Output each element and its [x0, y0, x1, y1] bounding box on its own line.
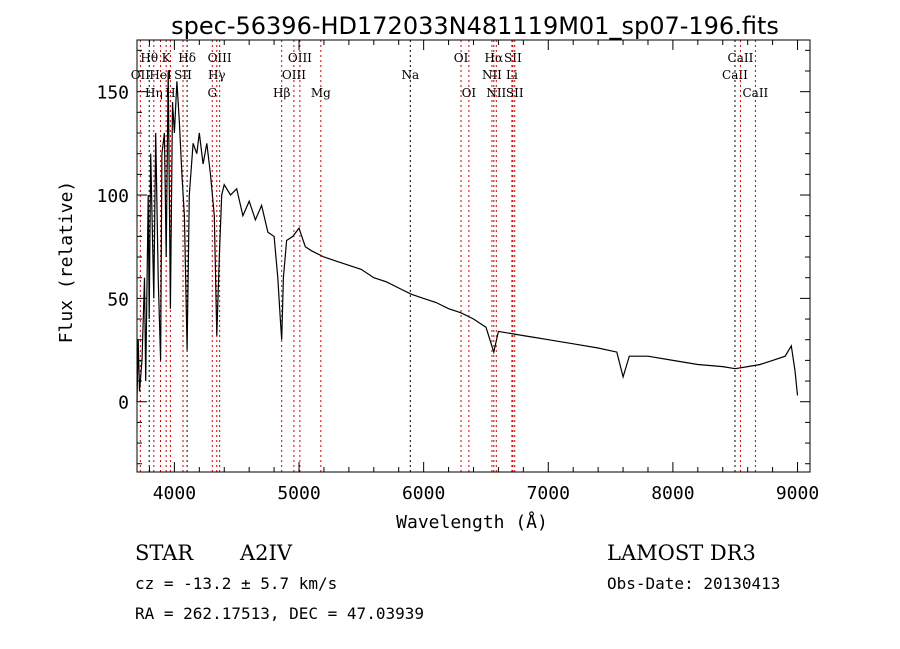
spectral-line-label: Hγ: [208, 68, 226, 82]
chart-title: spec-56396-HD172033N481119M01_sp07-196.f…: [171, 12, 779, 40]
obs-date: Obs-Date: 20130413: [607, 574, 780, 593]
spectral-line-label: NII: [486, 86, 506, 100]
spectral-line-label: Hη: [145, 86, 163, 100]
spectral-line-label: SII: [504, 51, 522, 65]
y-tick-label: 0: [118, 393, 129, 414]
spectral-line-label: K: [162, 51, 172, 65]
spectral-line-label: NII: [482, 68, 502, 82]
axis-ticks: 4000 5000 6000 7000 8000 9000 0 50 100 150: [96, 40, 819, 504]
spectral-line-label: OIII: [282, 68, 306, 82]
y-tick-label: 50: [107, 289, 129, 310]
y-tick-label: 150: [96, 83, 129, 104]
plot-frame: [136, 39, 811, 473]
spectral-line-label: OI: [462, 86, 477, 100]
spectral-line-label: OII: [131, 68, 151, 82]
spectral-line-label: SII: [174, 68, 192, 82]
redshift-cz: cz = -13.2 ± 5.7 km/s: [135, 574, 337, 593]
y-tick-label: 100: [96, 186, 129, 207]
x-tick-label: 8000: [651, 483, 694, 504]
spectral-line-label: Li: [506, 68, 518, 82]
x-tick-label: 9000: [776, 483, 819, 504]
spectral-line-label: SII: [506, 86, 524, 100]
spectral-line-label: Mg: [311, 86, 331, 100]
spectral-line-label: OIII: [288, 51, 312, 65]
spectral-line-label: CaII: [742, 86, 768, 100]
coordinates: RA = 262.17513, DEC = 47.03939: [135, 604, 424, 623]
x-tick-label: 7000: [527, 483, 570, 504]
survey-name: LAMOST DR3: [607, 541, 756, 565]
y-axis-label: Flux (relative): [56, 181, 77, 344]
x-tick-label: 4000: [153, 483, 196, 504]
spectral-line-label: Hβ: [273, 86, 290, 100]
spectral-line-label: G: [207, 86, 217, 100]
spectral-line-label: OIII: [208, 51, 232, 65]
spectral-line-label: Hθ: [140, 51, 158, 65]
spectral-line-label: OI: [454, 51, 469, 65]
spectral-line-label: CaII: [728, 51, 754, 65]
spectral-line-label: Na: [401, 68, 419, 82]
spectrum-line: [136, 70, 799, 402]
spectral-line-label: CaII: [722, 68, 748, 82]
x-axis-label: Wavelength (Å): [396, 511, 548, 533]
x-tick-label: 6000: [402, 483, 445, 504]
spectral-line-label: Hα: [485, 51, 504, 65]
spectral-line-label: H: [165, 86, 175, 100]
spectral-lines: OIIHθHηHeIKHSIIHδGHγOIIIHβOIIIOIIIMgNaOI…: [131, 40, 769, 472]
object-class: STAR: [135, 541, 194, 565]
spectral-line-label: Hδ: [178, 51, 196, 65]
object-subclass: A2IV: [239, 541, 293, 565]
x-tick-label: 5000: [277, 483, 320, 504]
